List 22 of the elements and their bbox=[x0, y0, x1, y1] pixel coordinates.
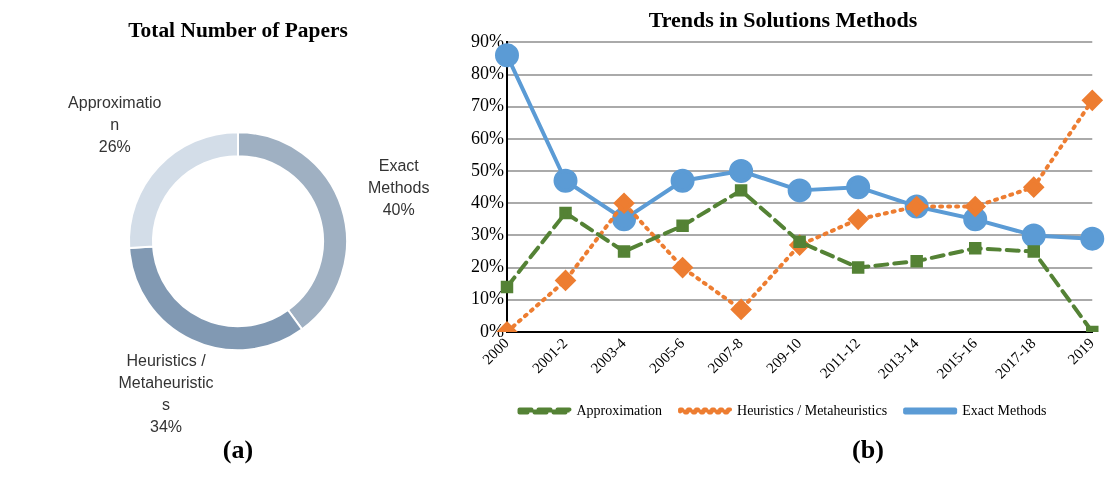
y-tick-label: 80% bbox=[470, 63, 504, 84]
chart-title: Total Number of Papers bbox=[128, 17, 348, 42]
legend-label: Approximation bbox=[576, 402, 663, 418]
slice-label: Exact Methods bbox=[368, 157, 430, 197]
data-label: 40% bbox=[382, 201, 415, 219]
slice-label: Approximation bbox=[68, 93, 162, 133]
y-tick-label: 70% bbox=[470, 95, 504, 116]
slice-label: Heuristics / Metaheuristics bbox=[118, 351, 214, 413]
text: (a) bbox=[222, 434, 254, 464]
legend-label: Heuristics / Metaheuristics bbox=[737, 402, 888, 418]
data-label: 34% bbox=[150, 417, 183, 435]
legend-label: Exact Methods bbox=[962, 402, 1047, 418]
y-tick-label: 20% bbox=[470, 256, 504, 277]
chart-title: Trends in Solutions Methods bbox=[648, 6, 918, 32]
y-tick-label: 10% bbox=[470, 288, 504, 309]
data-label: 26% bbox=[98, 137, 131, 155]
y-tick-label: 30% bbox=[470, 224, 504, 245]
y-tick-label: 60% bbox=[470, 127, 504, 148]
y-tick-label: 90% bbox=[470, 31, 504, 52]
text: (b) bbox=[852, 434, 884, 464]
y-tick-label: 40% bbox=[470, 191, 504, 212]
y-tick-label: 50% bbox=[470, 159, 504, 180]
